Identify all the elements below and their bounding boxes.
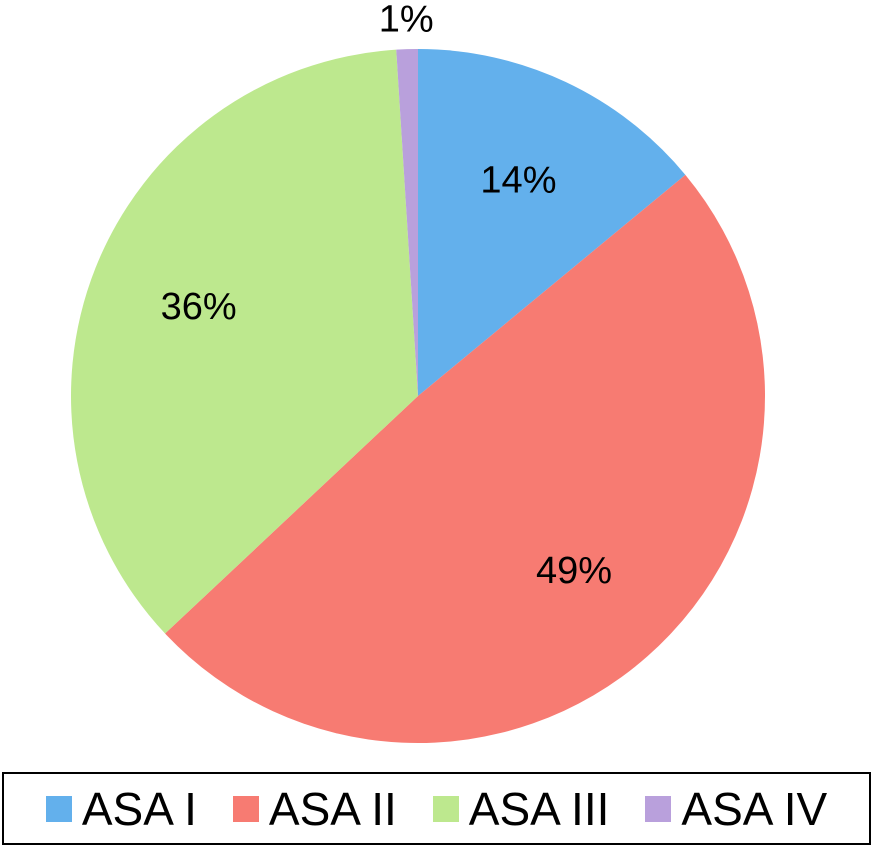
pie-slice bbox=[70, 49, 418, 634]
legend: ASA I ASA II ASA III ASA IV bbox=[2, 772, 871, 845]
legend-label: ASA II bbox=[268, 782, 397, 835]
pie-slice bbox=[418, 49, 686, 396]
legend-item: ASA II bbox=[232, 782, 397, 836]
legend-label: ASA IV bbox=[681, 782, 828, 835]
legend-label: ASA I bbox=[81, 782, 197, 835]
data-label: 36% bbox=[161, 286, 237, 328]
data-label: 49% bbox=[536, 550, 612, 592]
legend-swatch bbox=[645, 795, 672, 822]
legend-item: ASA IV bbox=[645, 782, 827, 836]
legend-swatch bbox=[45, 795, 72, 822]
legend-swatch bbox=[432, 795, 459, 822]
pie-slice bbox=[396, 49, 418, 396]
legend-swatch bbox=[232, 795, 259, 822]
data-label: 14% bbox=[480, 160, 556, 202]
data-label: 1% bbox=[379, 0, 434, 40]
chart: 14% 49% 36% 1% bbox=[70, 0, 765, 743]
legend-item: ASA III bbox=[432, 782, 610, 836]
pie-slice bbox=[165, 174, 765, 743]
legend-item: ASA I bbox=[45, 782, 197, 836]
legend-label: ASA III bbox=[468, 782, 610, 835]
